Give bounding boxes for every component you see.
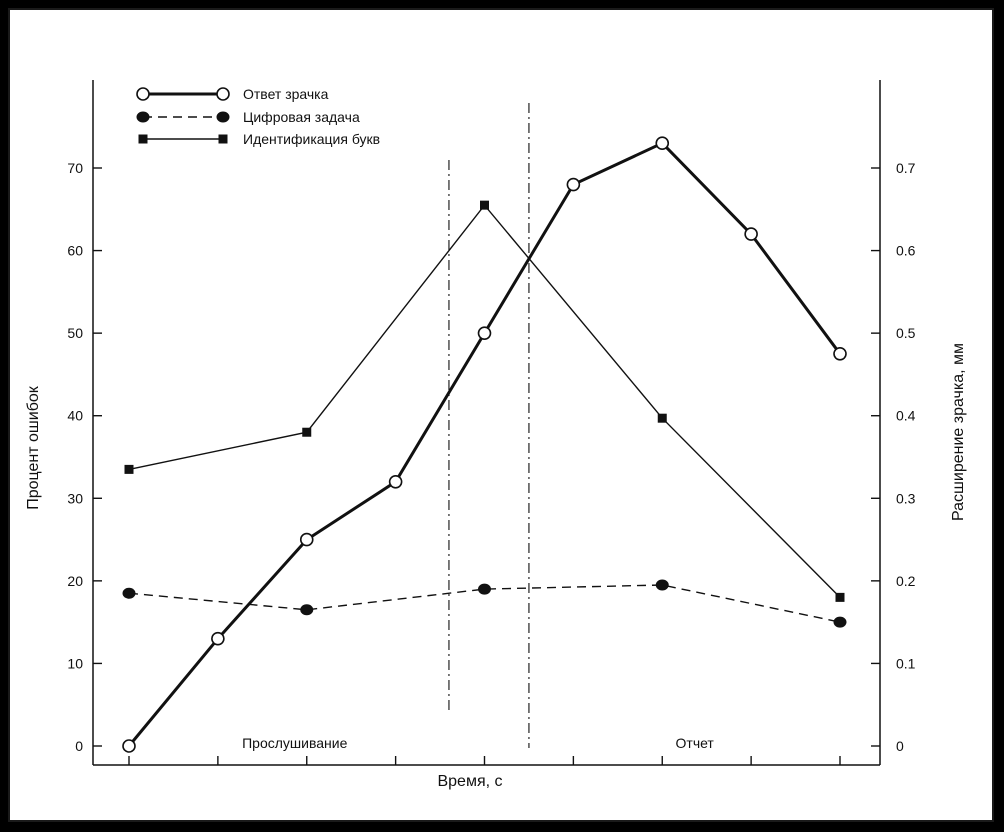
series-layer [122, 136, 847, 753]
legend-entry: Ответ зрачка [243, 86, 329, 102]
legend-marker [136, 111, 150, 123]
phase-markers: Прослушивание Отчет [242, 103, 714, 751]
letter-id-point [480, 200, 489, 210]
digit-task-point [300, 604, 314, 616]
pupil-response-point [477, 326, 492, 340]
y-right-tick-label: 0.4 [896, 408, 916, 424]
legend-marker [216, 111, 230, 123]
y-right-tick-label: 0 [896, 738, 904, 754]
pupil-response-point [211, 631, 225, 646]
pupil-response-point [833, 346, 847, 361]
pupil-response-point [566, 177, 581, 192]
letter-id-point [124, 464, 134, 474]
axis-labels: Время, с Процент ошибок Расширение зрачк… [25, 343, 967, 790]
y-left-tick-label: 30 [67, 490, 83, 506]
y-left-tick-label: 20 [67, 573, 83, 589]
letter-id-point [657, 413, 667, 423]
y-axis-left-label: Процент ошибок [25, 385, 42, 510]
series-line-2 [128, 204, 841, 598]
digit-task-point [833, 616, 847, 628]
y-right-tick-label: 0.6 [896, 243, 916, 259]
legend-marker [138, 134, 148, 144]
y-axis-right-label: Расширение зрачка, мм [950, 343, 967, 521]
digit-task-point [122, 587, 136, 599]
y-left-tick-label: 50 [67, 325, 83, 341]
axes: 0 10 20 30 40 50 60 70 0 0.1 0.2 0.3 0.4 0.5 0.6 0.7 [67, 80, 916, 766]
series-line-0 [127, 141, 842, 747]
legend-marker [136, 87, 150, 101]
pupil-response-point [744, 227, 758, 241]
legend-entry: Идентификация букв [243, 131, 380, 147]
y-right-tick-label: 0.7 [896, 160, 916, 176]
y-left-tick-label: 70 [67, 160, 83, 176]
y-left-tick-label: 60 [67, 243, 83, 259]
legend-entry: Цифровая задача [243, 109, 360, 125]
y-left-tick-label: 10 [67, 655, 83, 671]
letter-id-point [302, 427, 312, 437]
phase-annotation: Прослушивание [242, 735, 347, 751]
legend-marker [218, 134, 228, 144]
legend: Ответ зрачка Цифровая задача Идентификация… [136, 86, 380, 147]
legend-marker [216, 87, 230, 101]
digit-task-point [655, 579, 669, 591]
digit-task-point [478, 583, 491, 595]
pupil-response-point [122, 739, 136, 753]
y-right-tick-label: 0.2 [896, 573, 916, 589]
y-right-tick-label: 0.3 [896, 490, 916, 506]
phase-annotation: Отчет [676, 735, 715, 751]
y-right-tick-label: 0.1 [896, 655, 916, 671]
y-left-tick-label: 0 [75, 738, 83, 754]
pupil-response-point [655, 136, 670, 151]
letter-id-point [835, 592, 845, 602]
pupil-response-point [388, 474, 403, 489]
y-right-tick-label: 0.5 [896, 325, 916, 341]
y-left-tick-label: 40 [67, 408, 83, 424]
chart-frame [8, 8, 994, 822]
x-axis-label: Время, с [437, 773, 502, 790]
pupil-response-point [299, 532, 314, 547]
